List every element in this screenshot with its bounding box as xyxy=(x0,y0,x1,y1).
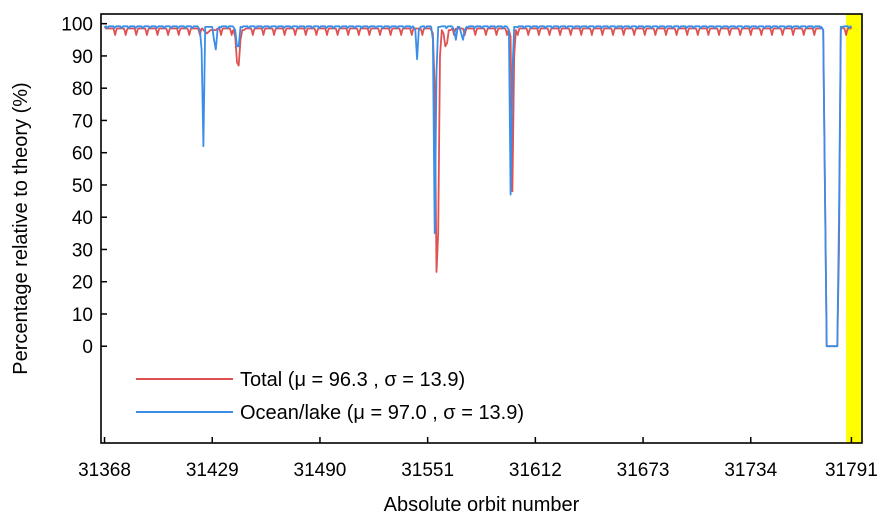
tick-layer: 31368 31429 31490 31551 31612 31673 31734 31791… xyxy=(61,15,878,481)
highlight-band-layer xyxy=(846,14,862,443)
x-tick-label: 31791 xyxy=(825,460,878,481)
y-tick-label: 10 xyxy=(72,305,93,326)
legend: Total (μ = 96.3 , σ = 13.9) Ocean/lake (… xyxy=(136,369,524,424)
y-tick-label: 30 xyxy=(72,240,93,261)
series-line-ocean-lake xyxy=(104,25,852,348)
plot-frame xyxy=(100,13,863,444)
series-line-total xyxy=(103,26,853,348)
y-tick-label: 70 xyxy=(72,111,93,132)
y-tick-label: 40 xyxy=(72,208,93,229)
x-axis-title: Absolute orbit number xyxy=(384,494,580,516)
x-tick-label: 31673 xyxy=(617,460,670,481)
y-tick-label: 90 xyxy=(72,47,93,68)
y-tick-label: 20 xyxy=(72,273,93,294)
y-axis-title: Percentage relative to theory (%) xyxy=(10,82,32,374)
x-tick-label: 31368 xyxy=(78,460,131,481)
y-tick-label: 100 xyxy=(61,15,93,36)
highlight-band xyxy=(846,14,862,443)
y-tick-label: 60 xyxy=(72,144,93,165)
x-tick-label: 31551 xyxy=(401,460,454,481)
y-tick-label: 50 xyxy=(72,176,93,197)
y-tick-label: 80 xyxy=(72,79,93,100)
x-tick-label: 31734 xyxy=(724,460,777,481)
legend-label-ocean-lake: Ocean/lake (μ = 97.0 , σ = 13.9) xyxy=(240,402,524,424)
x-tick-label: 31490 xyxy=(294,460,347,481)
series-layer xyxy=(103,25,853,348)
x-tick-label: 31429 xyxy=(186,460,239,481)
y-tick-label: 0 xyxy=(82,337,93,358)
x-tick-label: 31612 xyxy=(509,460,562,481)
legend-label-total: Total (μ = 96.3 , σ = 13.9) xyxy=(240,369,465,391)
